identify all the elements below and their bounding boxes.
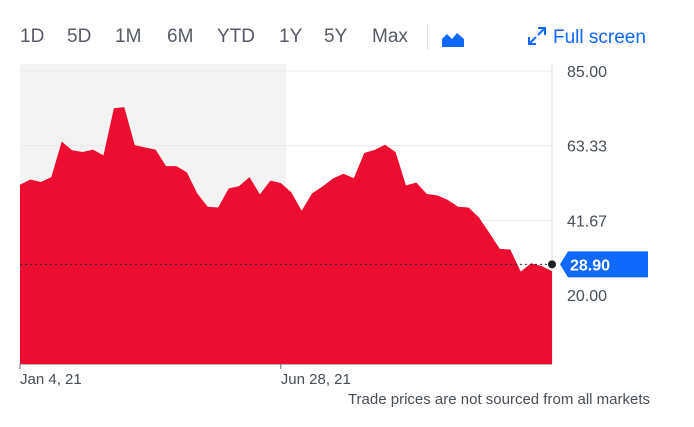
- x-tick-label: Jan 4, 21: [20, 371, 82, 388]
- mountain-chart-icon[interactable]: [441, 30, 465, 48]
- current-price-marker: 28.90: [20, 251, 648, 278]
- current-price-label: 28.90: [570, 257, 610, 274]
- x-axis-ticks: Jan 4, 21 Jun 28, 21: [19, 364, 351, 388]
- footnote: Trade prices are not sourced from all ma…: [347, 391, 650, 408]
- range-1y-button[interactable]: 1Y: [279, 26, 303, 47]
- x-tick-label: Jun 28, 21: [281, 371, 351, 388]
- current-price-dot: [548, 260, 556, 269]
- price-area: [20, 107, 552, 365]
- range-toolbar: 1D 5D 1M 6M YTD 1Y 5Y Max Full screen: [0, 22, 694, 56]
- range-1m-button[interactable]: 1M: [115, 26, 142, 47]
- range-max-button[interactable]: Max: [372, 26, 408, 47]
- y-tick-label: 63.33: [567, 139, 607, 156]
- y-tick-label: 20.00: [567, 288, 607, 305]
- y-tick-label: 85.00: [567, 64, 607, 81]
- fullscreen-button[interactable]: Full screen: [527, 26, 646, 49]
- range-5y-button[interactable]: 5Y: [324, 26, 348, 47]
- y-axis-ticks: 85.00 63.33 41.67 20.00: [567, 64, 607, 305]
- range-1d-button[interactable]: 1D: [20, 26, 45, 47]
- range-5d-button[interactable]: 5D: [67, 26, 92, 47]
- range-ytd-button[interactable]: YTD: [217, 26, 255, 47]
- y-tick-label: 41.67: [567, 213, 607, 230]
- expand-arrows-icon: [528, 27, 546, 45]
- current-price-tag: [560, 251, 648, 278]
- fullscreen-label: Full screen: [553, 27, 646, 48]
- range-6m-button[interactable]: 6M: [167, 26, 194, 47]
- toolbar-divider: [427, 24, 428, 50]
